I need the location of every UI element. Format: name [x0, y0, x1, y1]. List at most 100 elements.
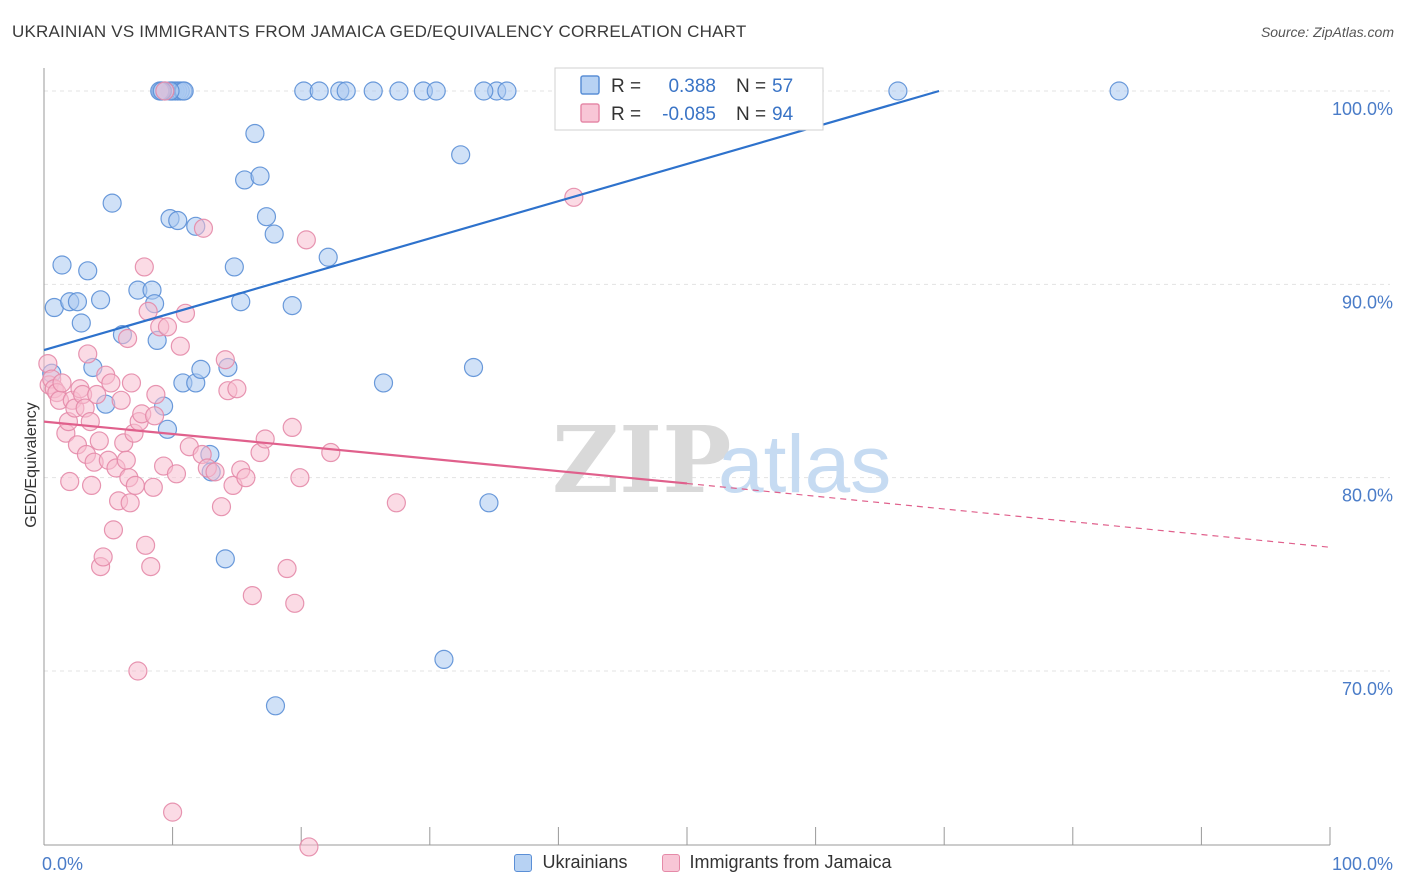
data-point: [81, 475, 102, 495]
data-point: [389, 81, 409, 101]
data-point: [236, 468, 256, 488]
data-point: [87, 384, 107, 405]
stats-legend-swatch-pink: [580, 103, 600, 123]
data-point: [264, 224, 284, 244]
data-point: [463, 357, 484, 378]
data-point: [121, 373, 142, 393]
data-point: [386, 493, 406, 513]
y-tick-label: 100.0%: [1332, 99, 1393, 119]
watermark-atlas: atlas: [718, 419, 891, 510]
data-point: [426, 81, 446, 101]
data-point: [168, 210, 188, 231]
data-point: [117, 328, 138, 349]
data-point: [157, 317, 178, 337]
data-point: [163, 802, 183, 822]
legend-label: Ukrainians: [542, 852, 628, 872]
data-point: [157, 419, 178, 439]
y-axis-label: GED/Equivalency: [23, 402, 40, 527]
stats-r-value: -0.085: [662, 104, 716, 125]
data-point: [285, 593, 305, 613]
data-point: [60, 471, 80, 492]
data-point: [103, 520, 124, 540]
data-point: [52, 373, 72, 393]
trend-line: [43, 420, 688, 485]
data-point: [479, 493, 499, 513]
x-tick-label: 0.0%: [42, 854, 83, 874]
data-point: [282, 296, 302, 316]
y-tick-label: 80.0%: [1342, 486, 1393, 506]
data-point: [299, 837, 319, 857]
data-point: [245, 123, 265, 144]
data-point: [474, 81, 494, 101]
data-point: [78, 261, 98, 281]
data-point: [141, 556, 161, 577]
watermark-zip: ZIP: [552, 406, 731, 514]
axes: 100.0% 90.0% 80.0% 70.0% 0.0% 100.0%: [42, 68, 1393, 874]
data-point: [309, 81, 329, 101]
data-point: [363, 81, 383, 101]
data-point: [101, 373, 121, 393]
chart-title: UKRAINIAN VS IMMIGRANTS FROM JAMAICA GED…: [12, 22, 747, 41]
data-point: [135, 535, 156, 555]
data-point: [205, 462, 225, 482]
data-point: [93, 547, 113, 567]
data-point: [78, 344, 98, 364]
series-ukrainians: [42, 81, 1129, 716]
data-point: [1109, 81, 1129, 101]
series-legend: Ukrainians Immigrants from Jamaica: [0, 852, 1406, 873]
legend-label: Immigrants from Jamaica: [689, 852, 892, 872]
data-point: [242, 585, 262, 606]
data-point: [52, 255, 72, 275]
trend-line: [43, 89, 940, 352]
data-point: [191, 359, 211, 379]
data-point: [111, 390, 131, 410]
data-point: [143, 477, 163, 497]
legend-item-jamaica: Immigrants from Jamaica: [661, 852, 892, 873]
data-point: [224, 257, 244, 277]
data-point: [90, 290, 111, 310]
data-point: [255, 429, 275, 449]
data-point: [211, 497, 232, 517]
data-point: [321, 442, 341, 463]
data-point: [166, 464, 187, 484]
data-point: [265, 696, 286, 716]
y-tick-label: 90.0%: [1342, 292, 1393, 312]
data-point: [134, 257, 154, 277]
data-point: [282, 417, 302, 437]
data-point: [67, 292, 88, 312]
data-point: [290, 468, 310, 488]
data-point: [80, 412, 100, 432]
y-tick-label: 70.0%: [1342, 679, 1393, 699]
data-point: [250, 166, 270, 186]
stats-r-label: R =: [611, 76, 641, 97]
stats-n-value: 57: [772, 76, 793, 97]
data-point: [256, 207, 277, 227]
data-point: [144, 406, 165, 426]
data-point: [215, 350, 235, 370]
stats-n-label: N =: [736, 104, 766, 125]
data-point: [170, 336, 190, 356]
data-point: [120, 493, 140, 513]
data-point: [102, 193, 122, 213]
data-point: [296, 230, 316, 250]
legend-swatch-pink: [661, 853, 680, 872]
data-point: [155, 81, 175, 101]
legend-swatch-blue: [514, 853, 533, 872]
data-point: [451, 145, 471, 165]
data-point: [336, 81, 356, 101]
x-tick-label: 100.0%: [1332, 854, 1393, 874]
data-point: [227, 379, 247, 399]
trend-lines: [43, 89, 1331, 548]
data-point: [434, 649, 454, 670]
data-point: [373, 373, 394, 393]
stats-r-label: R =: [611, 104, 641, 125]
stats-r-value: 0.388: [668, 76, 716, 97]
data-point: [318, 247, 338, 267]
data-point: [277, 558, 297, 579]
source-credit: Source: ZipAtlas.com: [1260, 24, 1394, 40]
data-point: [888, 81, 908, 101]
stats-n-value: 94: [772, 104, 794, 125]
stats-legend-swatch-blue: [580, 75, 600, 95]
data-point: [71, 313, 91, 333]
